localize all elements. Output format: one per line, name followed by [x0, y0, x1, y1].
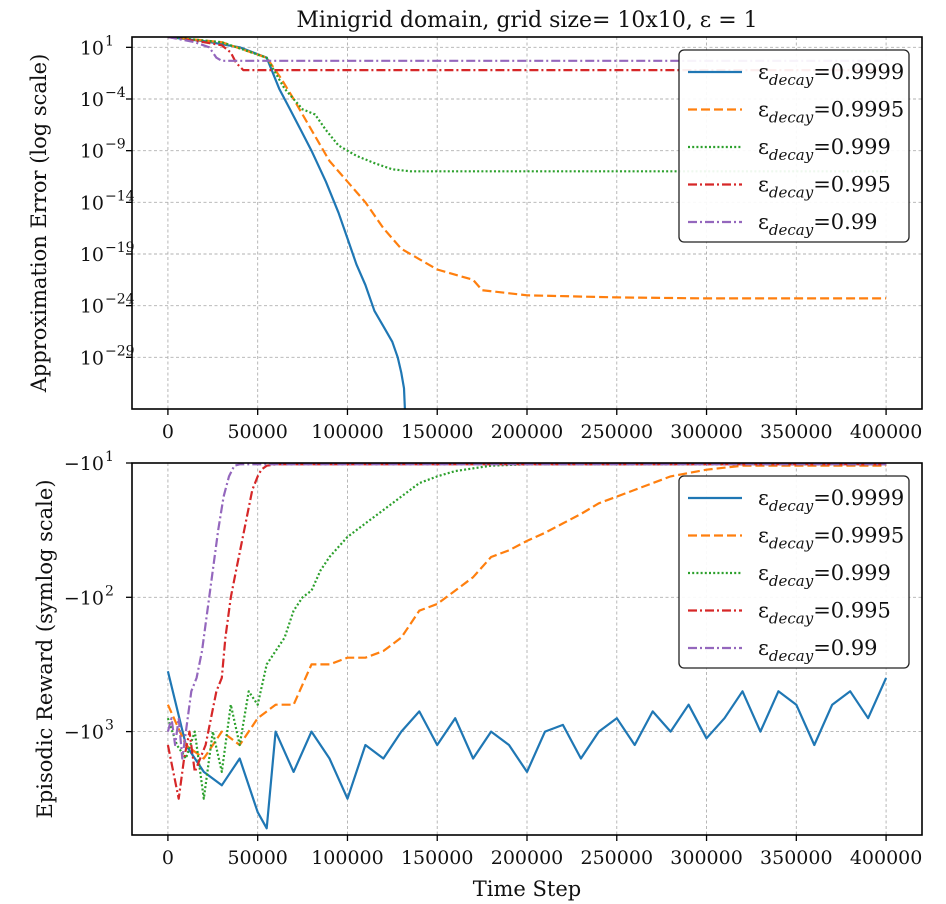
x-tick-label: 350000	[760, 421, 833, 443]
legend-label-0: εdecay=0.9999	[758, 486, 904, 515]
y-tick-label: 10	[80, 141, 104, 163]
y-tick-exponent: 3	[105, 718, 114, 734]
legend-label-0: εdecay=0.9999	[758, 60, 904, 89]
x-tick-label: 100000	[311, 847, 384, 869]
y-tick-exponent: 2	[105, 583, 114, 599]
y-tick-exponent: −24	[105, 292, 135, 308]
chart-title: Minigrid domain, grid size= 10x10, ε = 1	[296, 8, 757, 33]
y-tick-label: −10	[64, 722, 104, 744]
bottom-series-group	[166, 463, 888, 830]
x-tick-label: 50000	[227, 847, 287, 869]
x-tick-label: 0	[162, 421, 174, 443]
y-tick-exponent: −14	[105, 188, 135, 204]
bottom-y-axis-label: Episodic Reward (symlog scale)	[33, 479, 57, 818]
y-tick-exponent: −29	[105, 343, 135, 359]
x-tick-label: 200000	[491, 847, 564, 869]
x-tick-label: 400000	[850, 847, 923, 869]
y-tick-label: 10	[80, 347, 104, 369]
series-line-2	[166, 463, 887, 800]
y-tick-label: 10	[80, 244, 104, 266]
series-line-4	[166, 463, 887, 760]
top-ticks: 0 50000 100000 150000 200000 250000 300000 3500…	[80, 33, 923, 443]
x-axis-label: Time Step	[473, 877, 581, 901]
x-tick-label: 0	[162, 847, 174, 869]
y-tick-label: 10	[80, 37, 104, 59]
y-tick-label: −10	[64, 453, 104, 475]
bottom-ticks: 0 50000 100000 150000 200000 250000 300000 3500…	[64, 449, 922, 869]
legend-label-1: εdecay=0.9995	[758, 524, 904, 553]
bottom-legend: εdecay=0.9999 εdecay=0.9995 εdecay=0.999 εd…	[678, 475, 910, 669]
legend-label-4: εdecay=0.99	[758, 636, 878, 665]
x-tick-label: 300000	[670, 847, 743, 869]
x-tick-label: 150000	[401, 847, 474, 869]
legend-box	[678, 475, 910, 669]
bottom-panel: 0 50000 100000 150000 200000 250000 300000 3500…	[33, 449, 923, 901]
x-tick-label: 200000	[491, 421, 564, 443]
y-tick-label: 10	[80, 296, 104, 318]
series-line-0	[166, 670, 888, 830]
series-line-1	[166, 464, 887, 760]
series-line-1	[167, 37, 887, 300]
x-tick-label: 250000	[581, 847, 654, 869]
y-tick-exponent: 1	[105, 449, 114, 465]
legend-label-1: εdecay=0.9995	[758, 98, 904, 127]
x-tick-label: 50000	[227, 421, 287, 443]
top-series-group	[167, 37, 887, 409]
y-tick-exponent: −9	[105, 137, 126, 153]
top-legend: εdecay=0.9999 εdecay=0.9995 εdecay=0.999 εd…	[678, 49, 910, 243]
x-tick-label: 100000	[311, 421, 384, 443]
top-panel: Minigrid domain, grid size= 10x10, ε = 1…	[27, 8, 923, 443]
x-tick-label: 150000	[401, 421, 474, 443]
y-tick-label: −10	[64, 587, 104, 609]
y-tick-label: 10	[80, 89, 104, 111]
y-tick-label: 10	[80, 192, 104, 214]
x-tick-label: 300000	[670, 421, 743, 443]
legend-label-2: εdecay=0.999	[758, 561, 891, 590]
legend-label-3: εdecay=0.995	[758, 173, 891, 202]
y-tick-exponent: 1	[105, 33, 114, 49]
legend-box	[678, 49, 910, 243]
x-tick-label: 400000	[850, 421, 923, 443]
top-y-axis-label: Approximation Error (log scale)	[27, 54, 51, 394]
legend-label-3: εdecay=0.995	[758, 599, 891, 628]
legend-label-2: εdecay=0.999	[758, 135, 891, 164]
y-tick-exponent: −19	[105, 240, 135, 256]
series-line-3	[167, 37, 887, 72]
x-tick-label: 250000	[581, 421, 654, 443]
y-tick-exponent: −4	[105, 85, 126, 101]
legend-label-4: εdecay=0.99	[758, 210, 878, 239]
x-tick-label: 350000	[760, 847, 833, 869]
series-line-2	[167, 37, 887, 173]
series-line-0	[167, 37, 406, 409]
series-line-3	[166, 463, 887, 800]
